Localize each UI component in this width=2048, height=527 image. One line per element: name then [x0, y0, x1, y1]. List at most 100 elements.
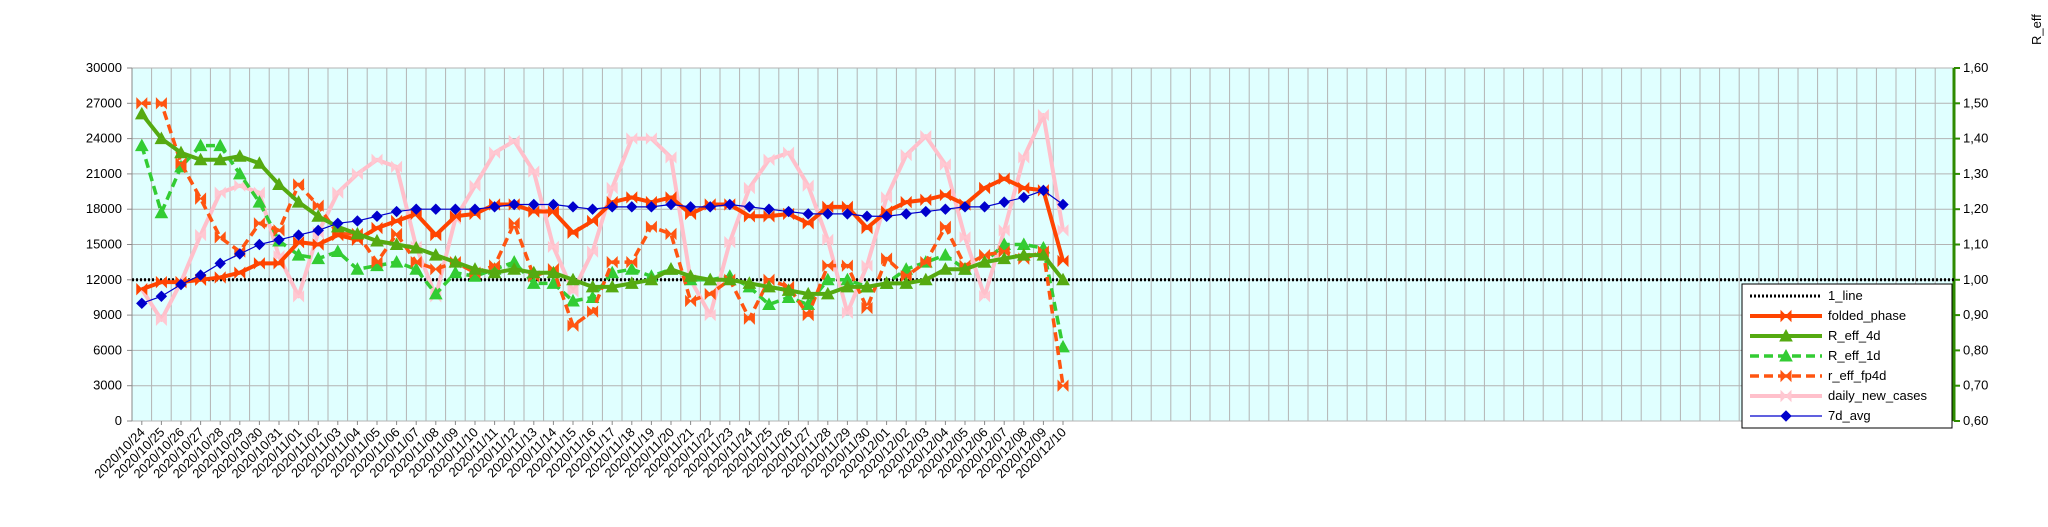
data-point — [213, 138, 228, 152]
data-point — [763, 210, 775, 223]
data-point — [155, 290, 168, 302]
data-point — [585, 279, 600, 293]
legend-label: daily_new_cases — [1828, 388, 1928, 403]
data-point — [155, 313, 167, 327]
data-point — [724, 198, 736, 211]
data-point — [507, 262, 522, 275]
data-point — [273, 257, 285, 270]
data-point — [293, 235, 305, 249]
data-point — [939, 220, 951, 234]
data-point — [683, 269, 698, 282]
data-point — [743, 312, 755, 325]
data-point — [783, 146, 795, 159]
data-point — [605, 279, 620, 293]
data-point — [232, 166, 247, 180]
data-point — [704, 201, 716, 213]
data-point — [1018, 191, 1030, 204]
data-point — [743, 181, 755, 195]
data-point — [193, 152, 208, 166]
y-tick-label: 9000 — [93, 307, 122, 322]
data-point — [234, 248, 246, 260]
y-tick-label: 3000 — [93, 378, 122, 393]
data-point — [624, 276, 639, 289]
y2-tick-label: 1,00 — [1963, 272, 1988, 287]
data-point — [194, 269, 207, 281]
data-point — [547, 198, 560, 211]
data-point — [665, 227, 677, 241]
data-point — [332, 217, 344, 230]
data-point — [724, 235, 736, 249]
data-point — [567, 201, 579, 213]
legend-marker — [1780, 410, 1792, 422]
data-point — [175, 157, 187, 170]
data-point — [998, 196, 1010, 208]
data-point — [626, 132, 638, 145]
data-point — [938, 248, 953, 261]
data-point — [1057, 224, 1069, 237]
x-axis: 2020/10/242020/10/252020/10/262020/10/27… — [91, 421, 1069, 481]
data-point — [997, 237, 1012, 250]
data-point — [312, 238, 324, 251]
data-point — [154, 205, 169, 219]
data-point — [624, 262, 639, 275]
data-point — [820, 286, 835, 300]
data-point — [781, 283, 796, 296]
data-point — [1057, 254, 1069, 268]
data-point — [782, 205, 795, 218]
data-point — [526, 276, 541, 289]
y-tick-label: 18000 — [86, 201, 122, 216]
data-point — [214, 257, 226, 270]
data-point — [997, 251, 1012, 265]
data-point — [567, 226, 579, 239]
data-point — [939, 188, 951, 202]
data-point — [587, 305, 599, 318]
y2-tick-label: 1,20 — [1963, 201, 1988, 216]
data-point — [528, 165, 540, 178]
data-point — [899, 276, 914, 289]
legend-marker — [1780, 309, 1792, 323]
data-point — [469, 203, 481, 215]
data-point — [763, 273, 775, 287]
data-point — [802, 208, 814, 220]
data-point — [645, 201, 658, 213]
legend: 1_line folded_phase R_eff_4d R_eff_1d r_eff_… — [1741, 283, 1953, 429]
data-point — [959, 231, 971, 244]
data-point — [389, 237, 404, 250]
data-point — [195, 192, 207, 205]
legend-label: folded_phase — [1828, 308, 1906, 323]
y2-tick-label: 1,50 — [1963, 95, 1988, 110]
data-point — [330, 244, 345, 258]
data-point — [861, 301, 873, 315]
y2-tick-label: 1,40 — [1963, 131, 1988, 146]
data-point — [214, 186, 226, 199]
data-point — [722, 272, 737, 286]
y2-axis-label: R_eff — [2029, 14, 2044, 45]
legend-label: r_eff_fp4d — [1828, 368, 1886, 383]
data-point — [781, 290, 796, 303]
legend-marker — [1779, 328, 1793, 342]
data-point — [998, 172, 1010, 185]
data-point — [606, 255, 618, 269]
data-point — [939, 203, 952, 215]
series-layer — [132, 97, 1954, 392]
data-point — [1018, 151, 1030, 164]
data-point — [526, 265, 541, 279]
data-point — [763, 153, 775, 166]
data-point — [665, 151, 677, 164]
data-point — [900, 208, 912, 220]
data-point — [410, 203, 422, 215]
data-point — [390, 205, 403, 218]
data-point — [685, 207, 697, 221]
data-point — [762, 279, 776, 293]
data-point — [1036, 248, 1051, 261]
data-point — [861, 259, 873, 272]
y2-tick-label: 1,60 — [1963, 60, 1988, 75]
y-tick-label: 6000 — [93, 342, 122, 357]
data-point — [1057, 379, 1069, 392]
data-point — [900, 270, 912, 283]
data-point — [606, 201, 618, 213]
data-point — [1056, 272, 1070, 286]
legend-label: 1_line — [1828, 288, 1863, 303]
data-point — [489, 259, 501, 272]
data-point — [704, 308, 716, 322]
